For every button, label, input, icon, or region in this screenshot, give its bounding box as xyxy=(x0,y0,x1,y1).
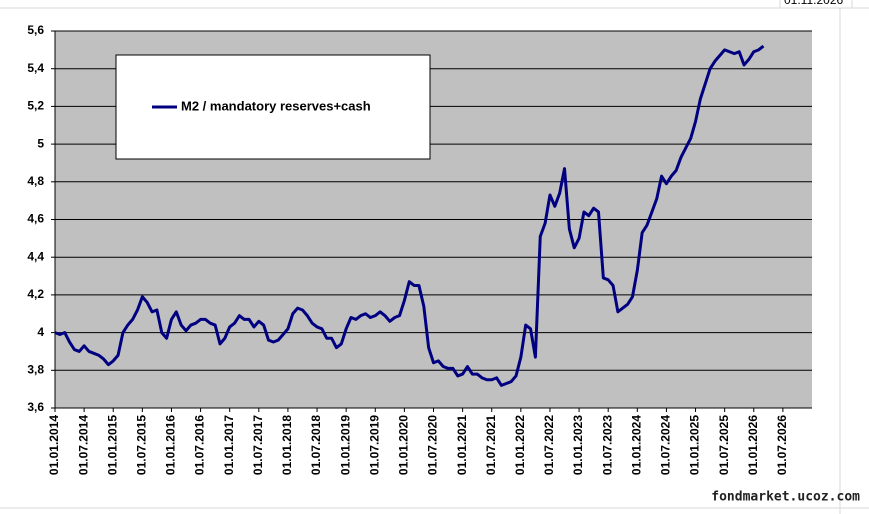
y-tick-label: 3,8 xyxy=(27,362,44,376)
x-tick-label: 01.01.2015 xyxy=(105,415,119,475)
y-tick-label: 5,6 xyxy=(27,23,44,37)
y-tick-label: 4,6 xyxy=(27,212,44,226)
x-tick-label: 01.01.2018 xyxy=(280,415,294,475)
y-tick-label: 5,2 xyxy=(27,99,44,113)
y-tick-label: 4,2 xyxy=(27,287,44,301)
x-tick-label: 01.07.2020 xyxy=(426,415,440,475)
x-tick-label: 01.01.2023 xyxy=(571,415,585,475)
x-tick-label: 01.01.2020 xyxy=(397,415,411,475)
x-tick-label: 01.01.2021 xyxy=(455,415,469,475)
x-tick-label: 01.07.2017 xyxy=(251,415,265,475)
x-tick-label: 01.07.2026 xyxy=(775,415,789,475)
x-tick-label: 01.01.2017 xyxy=(222,415,236,475)
y-tick-label: 5,4 xyxy=(27,61,44,75)
x-tick-label: 01.01.2022 xyxy=(513,415,527,475)
x-tick-label: 01.07.2025 xyxy=(717,415,731,475)
x-tick-label: 01.07.2018 xyxy=(309,415,323,475)
x-tick-label: 01.01.2014 xyxy=(47,415,61,475)
cell-text: 01.11.2026 xyxy=(784,0,843,7)
y-tick-label: 4,4 xyxy=(27,249,44,263)
y-tick-label: 5 xyxy=(37,136,44,150)
y-tick-label: 4,8 xyxy=(27,174,44,188)
series-line xyxy=(54,44,765,387)
y-tick-label: 3,6 xyxy=(27,400,44,414)
x-tick-label: 01.01.2016 xyxy=(164,415,178,475)
x-tick-label: 01.07.2024 xyxy=(659,415,673,475)
x-tick-label: 01.07.2023 xyxy=(600,415,614,475)
x-tick-label: 01.01.2026 xyxy=(746,415,760,475)
x-tick-label: 01.07.2016 xyxy=(193,415,207,475)
x-tick-label: 01.07.2015 xyxy=(135,415,149,475)
legend: M2 / mandatory reserves+cash xyxy=(115,54,431,160)
x-tick-label: 01.01.2019 xyxy=(338,415,352,475)
x-tick-label: 01.01.2024 xyxy=(629,415,643,475)
x-tick-label: 01.07.2014 xyxy=(76,415,90,475)
x-tick-label: 01.07.2021 xyxy=(484,415,498,475)
x-tick-label: 01.01.2025 xyxy=(688,415,702,475)
y-tick-label: 4 xyxy=(37,325,44,339)
legend-label: M2 / mandatory reserves+cash xyxy=(181,98,371,113)
x-tick-label: 01.07.2019 xyxy=(367,415,381,475)
watermark: fondmarket.ucoz.com xyxy=(711,490,860,505)
x-tick-label: 01.07.2022 xyxy=(542,415,556,475)
